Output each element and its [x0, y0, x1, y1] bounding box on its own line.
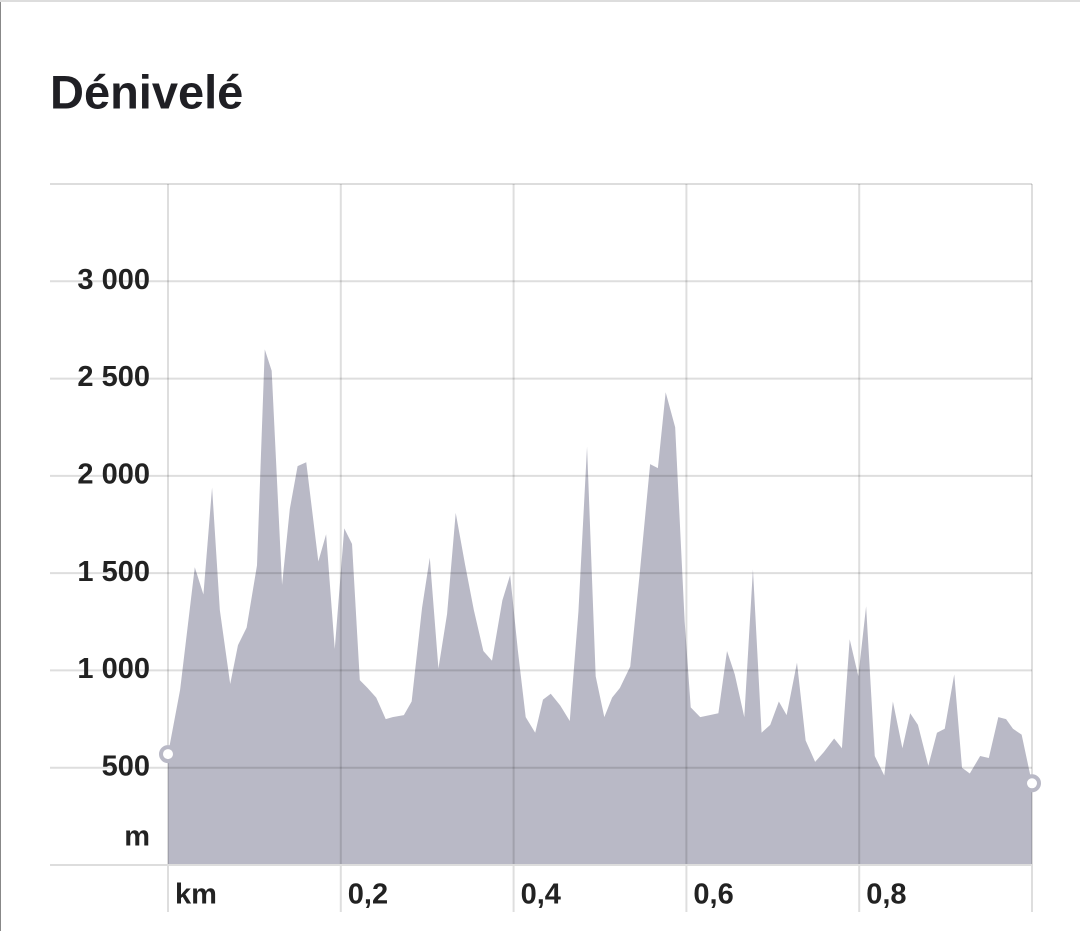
end-marker — [1023, 774, 1041, 793]
x-tick-label: 0,8 — [866, 879, 906, 911]
y-tick-label: 500 — [102, 750, 150, 782]
x-tick-label: 0,2 — [348, 879, 388, 911]
chart-title: Dénivelé — [50, 65, 243, 118]
x-tick-label: 0,4 — [521, 879, 561, 911]
y-tick-label: 1 000 — [77, 653, 150, 685]
y-tick-label: 3 000 — [77, 264, 150, 296]
y-tick-label: 1 500 — [77, 556, 150, 588]
end-marker — [159, 745, 177, 764]
x-tick-label: 0,6 — [693, 879, 733, 911]
y-tick-label: 2 500 — [77, 361, 150, 393]
area — [168, 349, 1032, 865]
x-axis-label: km — [175, 879, 217, 911]
y-axis-label: m — [124, 821, 150, 853]
y-tick-label: 2 000 — [77, 459, 150, 491]
